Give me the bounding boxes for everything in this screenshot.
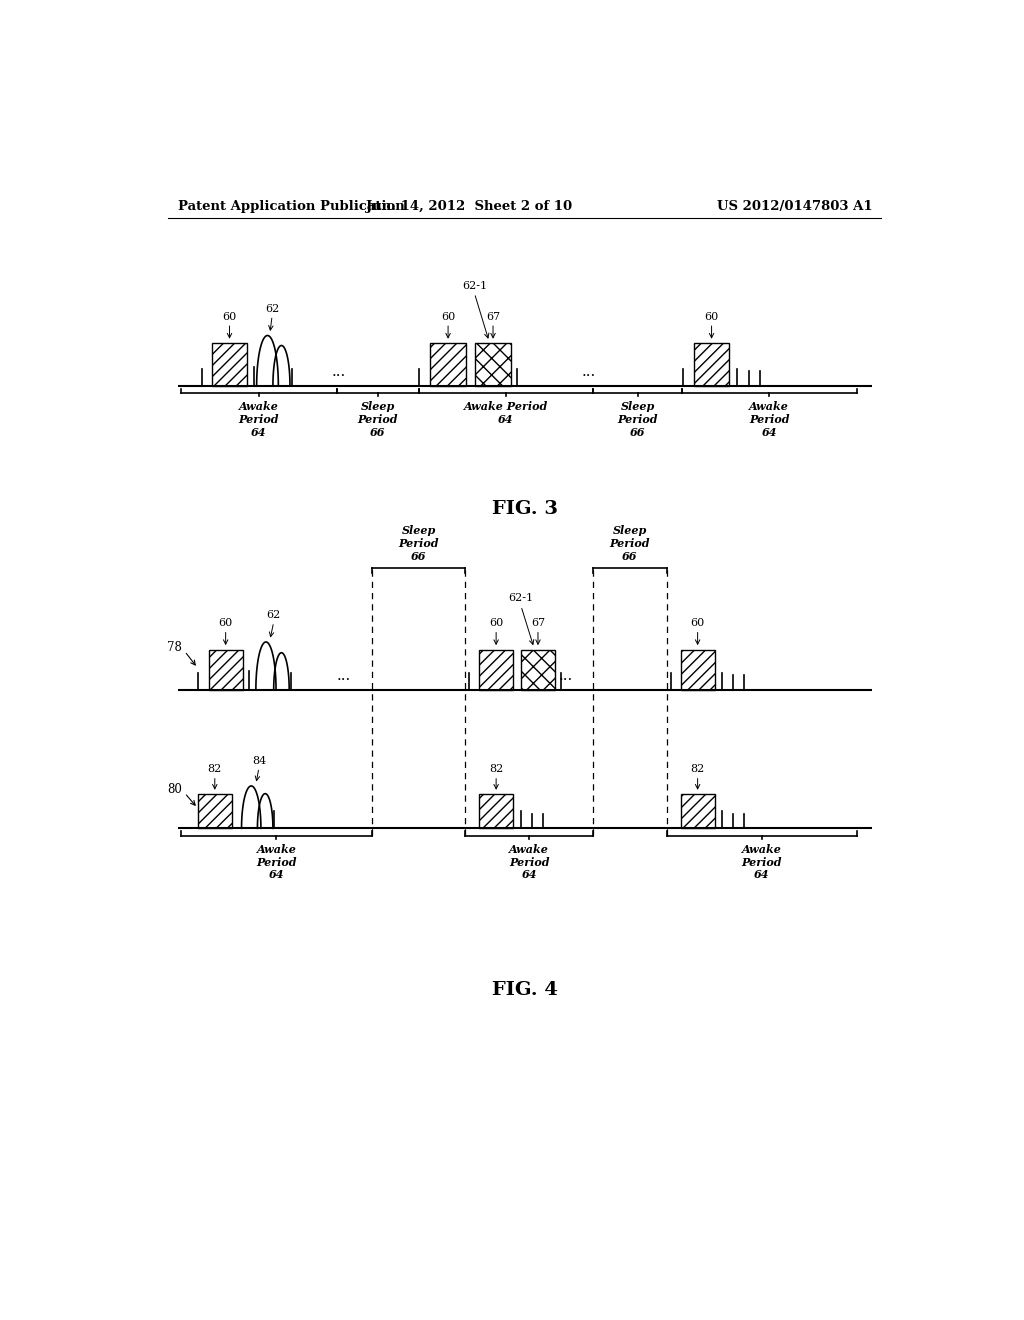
Text: 82: 82 (489, 764, 503, 775)
Bar (475, 343, 511, 385)
Text: 80: 80 (167, 783, 182, 796)
Bar (479, 649, 513, 689)
Bar (212, 343, 248, 385)
Text: 60: 60 (705, 312, 719, 322)
Bar (681, 649, 715, 689)
Text: 62: 62 (265, 304, 280, 314)
Text: FIG. 3: FIG. 3 (492, 500, 558, 517)
Bar (430, 343, 466, 385)
Bar (198, 795, 231, 829)
Text: Awake
Period
64: Awake Period 64 (239, 401, 280, 437)
Text: 82: 82 (690, 764, 705, 775)
Text: Jun. 14, 2012  Sheet 2 of 10: Jun. 14, 2012 Sheet 2 of 10 (366, 199, 572, 213)
Text: 82: 82 (208, 764, 222, 775)
Text: Awake Period
64: Awake Period 64 (464, 401, 548, 425)
Text: Sleep
Period
66: Sleep Period 66 (617, 401, 657, 437)
Text: Awake
Period
64: Awake Period 64 (256, 843, 297, 880)
Text: 60: 60 (690, 618, 705, 628)
Text: US 2012/0147803 A1: US 2012/0147803 A1 (717, 199, 872, 213)
Text: 60: 60 (489, 618, 503, 628)
Text: 62-1: 62-1 (508, 594, 534, 603)
Text: 67: 67 (530, 618, 545, 628)
Text: ...: ... (332, 364, 346, 379)
Text: Awake
Period
64: Awake Period 64 (741, 843, 781, 880)
Text: 78: 78 (167, 640, 182, 653)
Text: 62: 62 (266, 610, 281, 620)
Bar (479, 795, 513, 829)
Text: Sleep
Period
66: Sleep Period 66 (357, 401, 398, 437)
Text: Awake
Period
64: Awake Period 64 (750, 401, 790, 437)
Bar (681, 795, 715, 829)
Bar (209, 649, 243, 689)
Text: 60: 60 (222, 312, 237, 322)
Text: FIG. 4: FIG. 4 (492, 981, 558, 999)
Text: ...: ... (582, 364, 596, 379)
Text: ...: ... (559, 669, 573, 682)
Text: 60: 60 (441, 312, 456, 322)
Text: 62-1: 62-1 (462, 281, 487, 290)
Text: ...: ... (336, 669, 350, 682)
Text: Sleep
Period
66: Sleep Period 66 (398, 525, 439, 562)
Text: 84: 84 (252, 756, 266, 766)
Text: Patent Application Publication: Patent Application Publication (178, 199, 406, 213)
Bar (693, 343, 729, 385)
Text: 67: 67 (486, 312, 500, 322)
Text: 60: 60 (218, 618, 232, 628)
Bar (521, 649, 555, 689)
Text: Awake
Period
64: Awake Period 64 (509, 843, 549, 880)
Text: Sleep
Period
66: Sleep Period 66 (609, 525, 650, 562)
